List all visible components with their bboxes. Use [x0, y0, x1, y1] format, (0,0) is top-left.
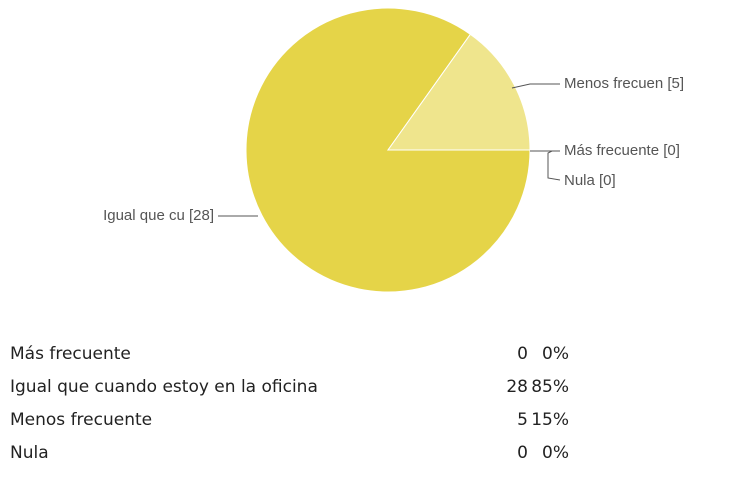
- slice-label: Menos frecuen [5]: [564, 75, 684, 92]
- slice-label: Igual que cu [28]: [103, 207, 214, 224]
- row-percent: 0%: [542, 344, 569, 364]
- row-percent: 15%: [531, 410, 569, 430]
- pie-slice: [387, 33, 531, 151]
- row-count: 0: [517, 344, 528, 364]
- leader-line: [511, 83, 560, 89]
- row-percent: 0%: [542, 443, 569, 463]
- row-name: Igual que cuando estoy en la oficina: [10, 377, 318, 397]
- row-name: Nula: [10, 443, 49, 463]
- row-name: Menos frecuente: [10, 410, 152, 430]
- pie-slice: [245, 7, 531, 293]
- row-count: 5: [517, 410, 528, 430]
- row-count: 0: [517, 443, 528, 463]
- slice-label: Nula [0]: [564, 172, 616, 189]
- slice-label: Más frecuente [0]: [564, 142, 680, 159]
- row-name: Más frecuente: [10, 344, 131, 364]
- row-count: 28: [506, 377, 528, 397]
- row-percent: 85%: [531, 377, 569, 397]
- leader-line: [547, 150, 561, 181]
